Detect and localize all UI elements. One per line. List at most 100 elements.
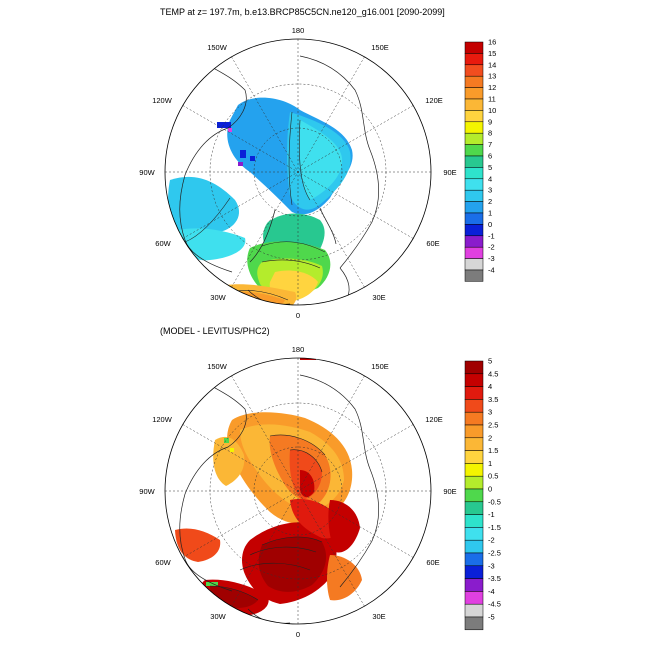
bottom-lon-label-150w: 150W (207, 362, 228, 371)
top-graticule (165, 39, 431, 305)
top-colorbar-box (464, 189, 484, 202)
top-polar-map: 180 150W 150E 120W 120E 90W 90E 60W 60E … (139, 26, 456, 320)
top-lon-label-120e: 120E (425, 96, 443, 105)
top-colorbar-label: 16 (488, 38, 496, 47)
bottom-colorbar-label: 1 (488, 459, 492, 468)
top-lon-label-90w: 90W (139, 168, 155, 177)
bottom-colorbar-box (464, 552, 484, 567)
bottom-colorbar-box (464, 463, 484, 477)
top-colorbar-box (464, 64, 484, 77)
top-colorbar-box (464, 269, 484, 282)
top-lon-label-60e: 60E (426, 239, 439, 248)
top-colorbar-label: 6 (488, 152, 492, 161)
bottom-colorbar-label: -3 (488, 561, 495, 570)
top-lon-label-60w: 60W (155, 239, 171, 248)
top-colorbar-label: 11 (488, 95, 496, 104)
bottom-colorbar-label: 2.5 (488, 421, 498, 430)
bottom-graticule (165, 358, 431, 624)
bottom-colorbar-label: -4.5 (488, 600, 501, 609)
bottom-colorbar-box (464, 411, 484, 426)
bottom-lon-label-150e: 150E (371, 362, 389, 371)
top-lon-label-30w: 30W (210, 293, 226, 302)
bottom-lon-label-90w: 90W (139, 487, 155, 496)
bottom-colorbar-box (464, 527, 484, 541)
bottom-colorbar-box (464, 603, 484, 618)
top-lon-label-150e: 150E (371, 43, 389, 52)
bottom-lon-label-30e: 30E (372, 612, 385, 621)
bottom-colorbar-label: -4 (488, 587, 495, 596)
bottom-colorbar-label: 4.5 (488, 369, 498, 378)
bottom-lon-label-90e: 90E (443, 487, 456, 496)
top-colorbar-label: 14 (488, 60, 496, 69)
top-lon-label-120w: 120W (152, 96, 173, 105)
top-panel-title: TEMP at z= 197.7m, b.e13.BRCP85C5CN.ne12… (160, 7, 445, 17)
top-colorbar-label: 7 (488, 140, 492, 149)
top-temperature-field (168, 97, 353, 305)
bottom-colorbar-label: 4 (488, 382, 492, 391)
top-colorbar-label: 1 (488, 209, 492, 218)
bottom-colorbar-label: -2 (488, 536, 495, 545)
bottom-colorbar-label: 3 (488, 408, 492, 417)
top-colorbar-box (464, 110, 484, 123)
top-colorbar-box (464, 201, 484, 214)
bottom-contours (209, 434, 326, 601)
bottom-colorbar-label: 0.5 (488, 472, 498, 481)
top-colorbar-box (464, 246, 484, 259)
bottom-colorbar-box (464, 565, 484, 579)
bottom-colorbar-box (464, 450, 484, 464)
bottom-colorbar-box (464, 386, 484, 400)
top-colorbar-box (464, 224, 484, 237)
top-colorbar-box (464, 121, 484, 134)
bottom-colorbar-box (464, 475, 484, 490)
top-colorbar-box (464, 144, 484, 157)
top-colorbar-box (464, 212, 484, 225)
bottom-lon-label-120e: 120E (425, 415, 443, 424)
top-colorbar-box (464, 53, 484, 66)
top-lon-label-30e: 30E (372, 293, 385, 302)
top-colorbar-label: 3 (488, 186, 492, 195)
bottom-colorbar-label: -5 (488, 613, 495, 622)
bottom-colorbar-label: -1.5 (488, 523, 501, 532)
top-colorbar-box (464, 167, 484, 180)
top-lon-label-90e: 90E (443, 168, 456, 177)
bottom-colorbar-box (464, 591, 484, 605)
bottom-colorbar-box (464, 539, 484, 554)
bottom-lon-label-120w: 120W (152, 415, 173, 424)
top-contours (184, 111, 326, 301)
bottom-colorbar-box (464, 437, 484, 451)
bottom-colorbar-box (464, 578, 484, 592)
top-colorbar-label: -1 (488, 231, 495, 240)
top-colorbar-label: 5 (488, 163, 492, 172)
bottom-colorbar-box (464, 488, 484, 503)
top-colorbar-box (464, 41, 484, 54)
top-colorbar-box (464, 178, 484, 191)
bottom-lon-label-0: 0 (296, 630, 300, 639)
top-colorbar-label: -4 (488, 266, 495, 275)
bottom-panel-title: (MODEL - LEVITUS/PHC2) (160, 326, 270, 336)
bottom-colorbar-label: -1 (488, 510, 495, 519)
top-colorbar-box (464, 75, 484, 88)
bottom-colorbar-label: 5 (488, 357, 492, 366)
top-colorbar-label: -3 (488, 254, 495, 263)
bottom-colorbar-box (464, 501, 484, 515)
top-colorbar-box (464, 258, 484, 271)
top-colorbar-label: 10 (488, 106, 496, 115)
top-colorbar-box (464, 87, 484, 100)
top-colorbar-box (464, 155, 484, 168)
top-colorbar-label: 9 (488, 117, 492, 126)
bottom-colorbar-box (464, 514, 484, 528)
bottom-colorbar-label: 2 (488, 433, 492, 442)
bottom-colorbar-box (464, 360, 484, 375)
top-lon-label-0: 0 (296, 311, 300, 320)
bottom-colorbar-box (464, 399, 484, 413)
bottom-polar-map: 180 150W 150E 120W 120E 90W 90E 60W 60E … (139, 345, 456, 639)
bottom-colorbar-box (464, 616, 484, 631)
bottom-colorbar: 5 4.5 4 3.5 3 2.5 2 1.5 1 0.5 0 -0.5 -1 -1.5 -2 -2.5 -3 -… (464, 357, 501, 631)
top-colorbar-box (464, 98, 484, 111)
bottom-colorbar-box (464, 424, 484, 439)
bottom-colorbar-label: 0 (488, 485, 492, 494)
bottom-colorbar-box (464, 373, 484, 387)
bottom-colorbar-label: -3.5 (488, 574, 501, 583)
top-colorbar-label: 0 (488, 220, 492, 229)
